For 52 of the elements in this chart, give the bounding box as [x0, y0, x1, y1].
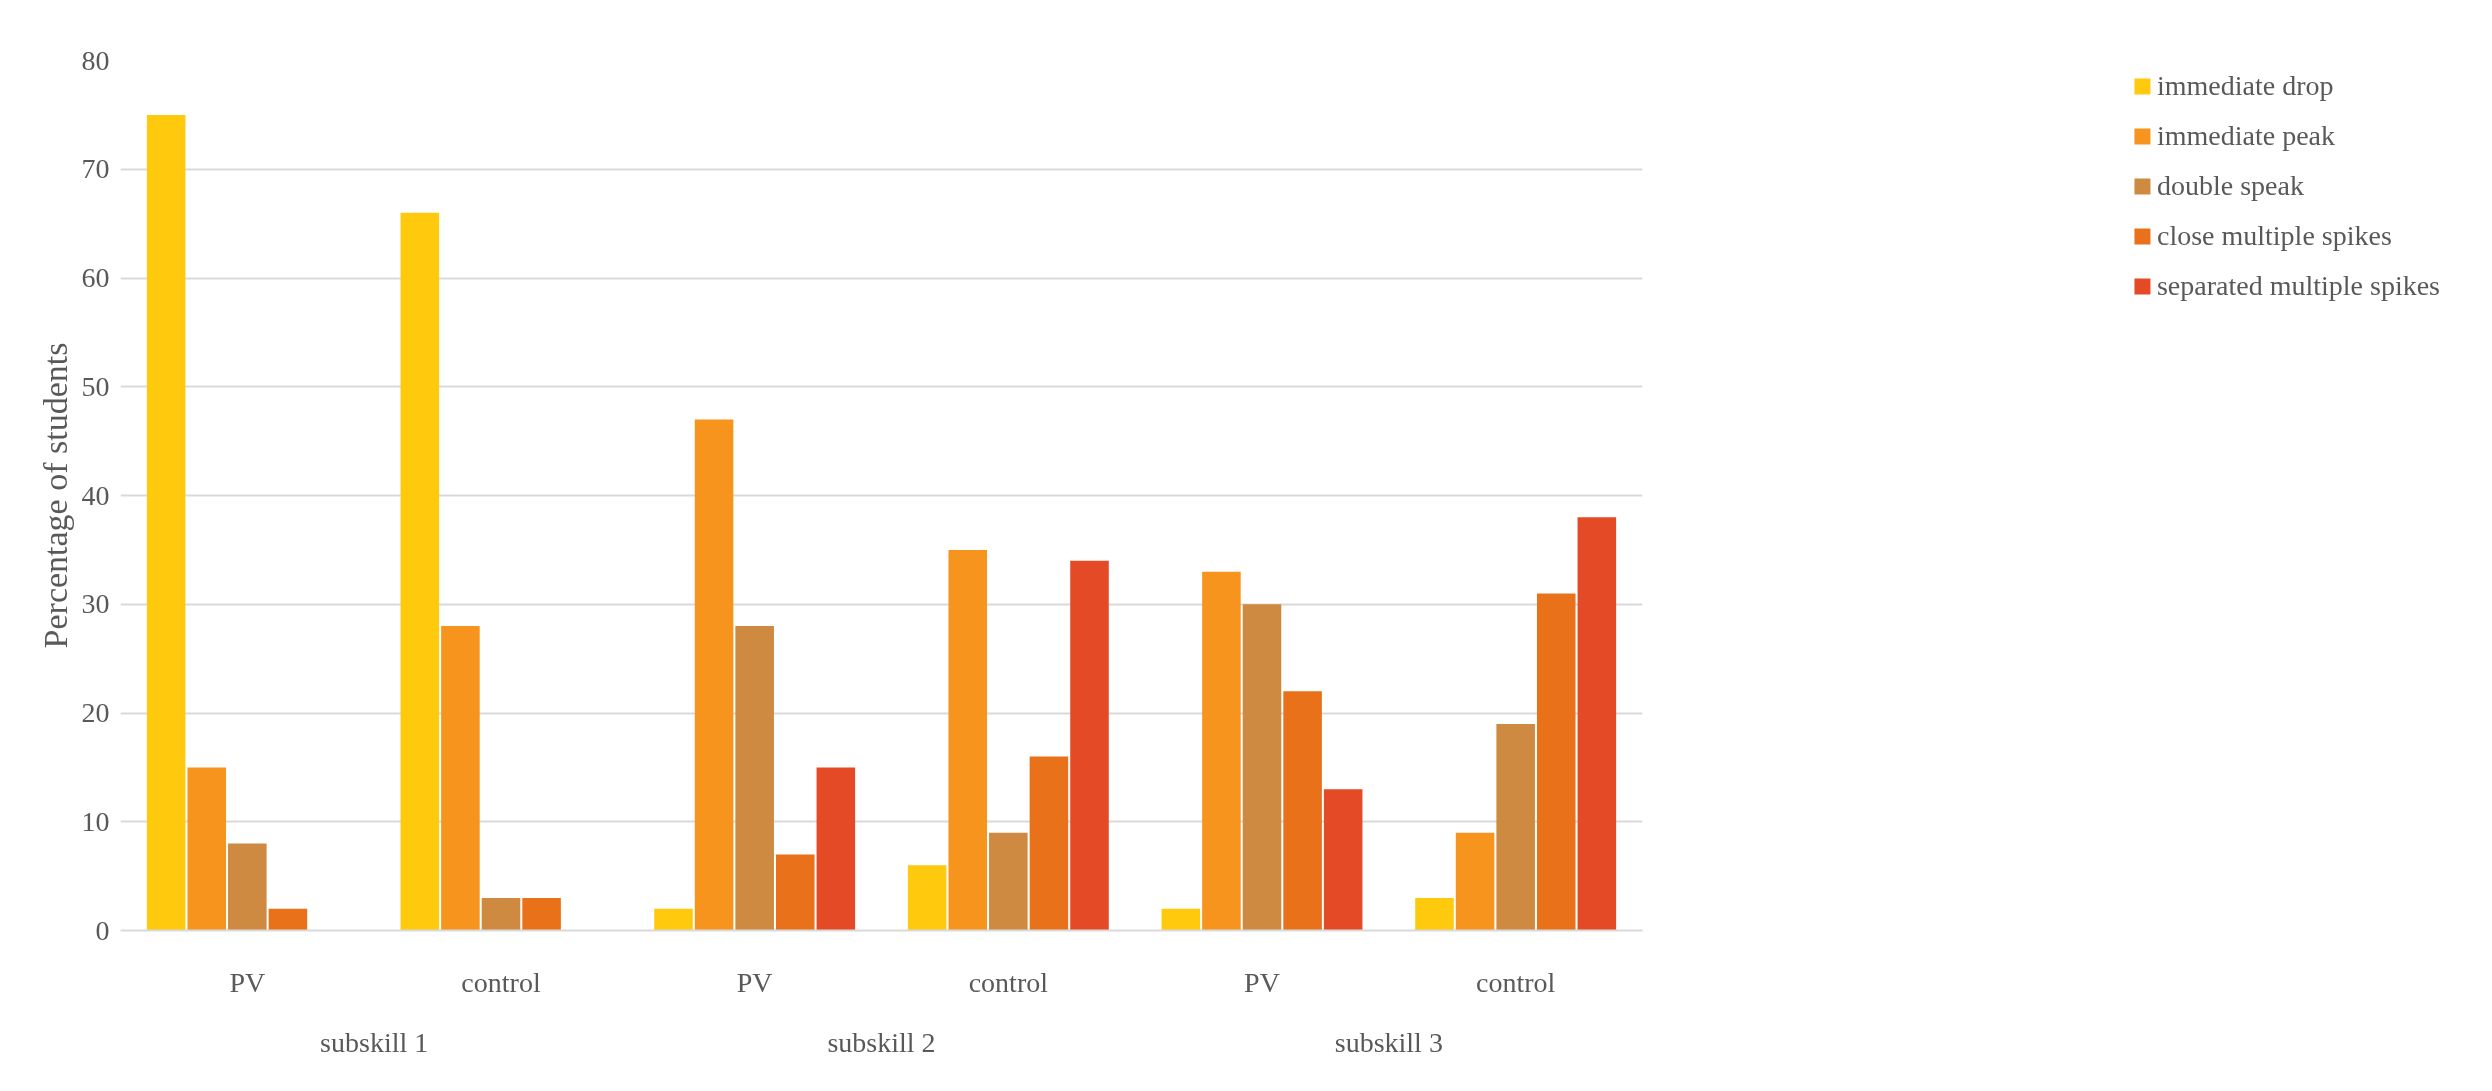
bar [654, 908, 693, 931]
bar [1202, 571, 1241, 931]
bar [1415, 897, 1454, 931]
y-axis-title: Percentage of students [36, 342, 74, 649]
y-tick-label: 50 [81, 370, 110, 402]
bar [1455, 832, 1495, 931]
bar [1496, 723, 1535, 931]
bar [1577, 517, 1617, 931]
y-tick-label: 20 [81, 697, 110, 728]
bar [1161, 908, 1201, 931]
legend-label: close multiple spikes [2156, 220, 2392, 252]
bar [268, 908, 308, 931]
bar [775, 854, 815, 931]
bar [989, 832, 1028, 931]
text: subskill 2 [827, 1026, 936, 1058]
y-tick-label: 40 [81, 479, 110, 511]
y-tick-label: 0 [95, 914, 110, 946]
bar [694, 419, 734, 931]
bar [146, 114, 186, 931]
x-tick-label: PV [229, 966, 266, 998]
y-tick-label: 30 [81, 588, 110, 620]
bar [816, 767, 856, 931]
bar [522, 897, 561, 931]
y-tick-label: 70 [81, 153, 110, 185]
bar [1283, 691, 1322, 931]
y-tick-label: 10 [81, 805, 110, 837]
y-tick-label: 80 [81, 44, 110, 76]
y-tick-label: 60 [81, 262, 110, 293]
bar [400, 212, 440, 931]
bar [187, 767, 227, 931]
x-tick-label: PV [736, 966, 773, 998]
bar [441, 626, 480, 931]
x-tick-label: control [461, 966, 541, 998]
x-tick-label: control [1476, 966, 1556, 998]
text: subskill 3 [1334, 1026, 1443, 1058]
bar [228, 843, 267, 931]
bar [948, 549, 988, 931]
x-tick-label: PV [1244, 966, 1280, 998]
bar [1536, 593, 1576, 931]
bar [1029, 756, 1069, 931]
bar [1323, 789, 1363, 931]
legend-label: double speak [2156, 170, 2304, 202]
legend-label: immediate drop [2156, 70, 2334, 102]
text: subskill 1 [320, 1026, 429, 1058]
legend-label: immediate peak [2156, 120, 2335, 152]
bar [1070, 560, 1109, 931]
legend-label: separated multiple spikes [2156, 270, 2440, 302]
bar [735, 626, 774, 931]
bar [1242, 604, 1282, 931]
x-tick-label: control [968, 966, 1049, 998]
bar [481, 897, 521, 931]
bar [907, 865, 947, 931]
